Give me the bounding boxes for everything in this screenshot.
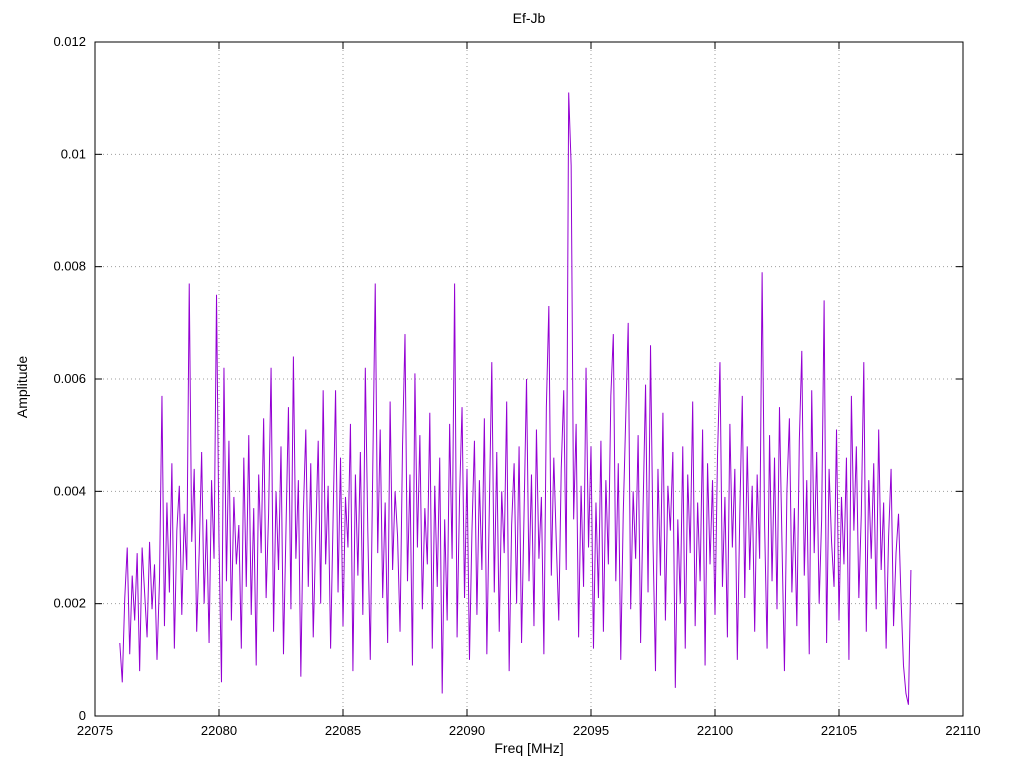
svg-text:0.004: 0.004	[53, 483, 86, 498]
svg-text:22100: 22100	[697, 723, 733, 738]
chart-title: Ef-Jb	[512, 10, 546, 26]
svg-text:22085: 22085	[325, 723, 361, 738]
svg-text:22090: 22090	[449, 723, 485, 738]
tick-labels: 22075 22080 22085 22090 22095 22100 22105 22110…	[53, 34, 980, 738]
plot-border	[94, 41, 964, 717]
axis-ticks	[94, 41, 964, 717]
svg-text:0.008: 0.008	[53, 259, 86, 274]
svg-text:22075: 22075	[77, 723, 113, 738]
svg-text:22095: 22095	[573, 723, 609, 738]
svg-text:22105: 22105	[821, 723, 857, 738]
svg-text:0.012: 0.012	[53, 34, 86, 49]
svg-text:0.002: 0.002	[53, 596, 86, 611]
grid-lines	[94, 41, 964, 717]
svg-text:22080: 22080	[201, 723, 237, 738]
data-series-line	[119, 92, 912, 705]
svg-text:0.006: 0.006	[53, 371, 86, 386]
x-axis-label: Freq [MHz]	[494, 740, 564, 756]
svg-text:22110: 22110	[945, 723, 980, 738]
svg-text:0: 0	[79, 708, 86, 723]
svg-text:0.01: 0.01	[61, 146, 86, 161]
